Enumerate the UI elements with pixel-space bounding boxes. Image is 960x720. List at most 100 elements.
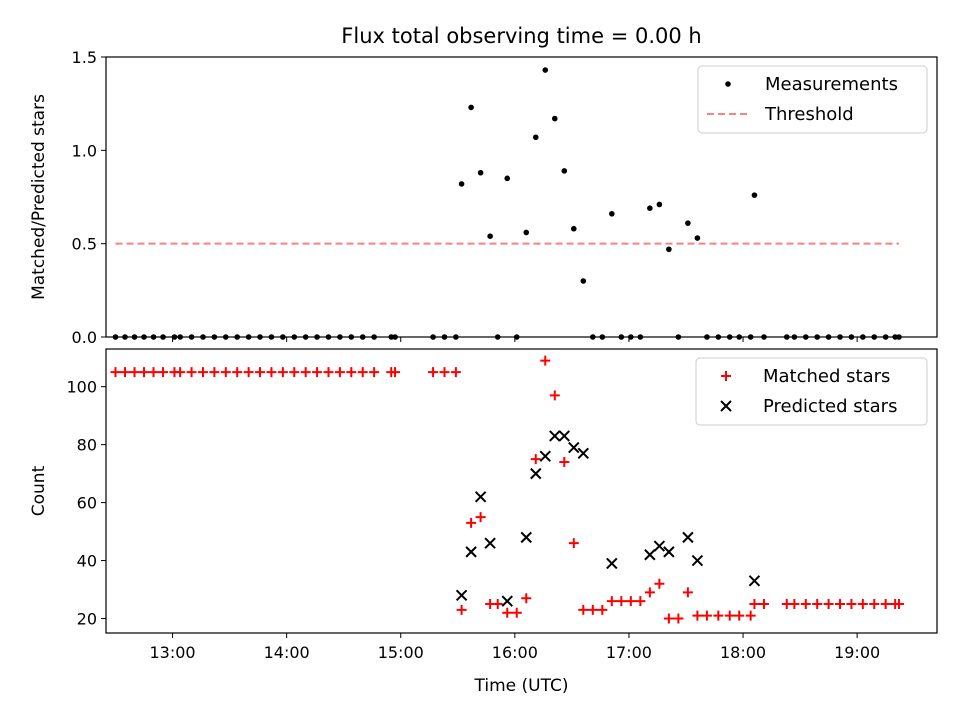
y-tick-label: 1.0: [72, 141, 97, 160]
x-tick-label: 19:00: [834, 643, 880, 662]
measurement-point: [280, 334, 286, 340]
measurement-point: [704, 334, 710, 340]
measurement-point: [581, 278, 587, 284]
measurement-point: [514, 334, 520, 340]
measurement-point: [657, 202, 663, 208]
measurement-point: [459, 181, 465, 187]
measurement-point: [792, 334, 798, 340]
measurement-point: [495, 334, 501, 340]
measurement-point: [685, 220, 691, 226]
y-axis-label: Matched/Predicted stars: [29, 94, 49, 300]
measurement-point: [141, 334, 147, 340]
legend-label: Matched stars: [763, 366, 890, 387]
measurement-point: [223, 334, 229, 340]
chart-title: Flux total observing time = 0.00 h: [341, 24, 701, 48]
measurement-point: [571, 226, 577, 232]
top-panel-ratio: 0.00.51.01.5Matched/Predicted starsMeasu…: [29, 48, 937, 347]
y-axis-label: Count: [29, 465, 49, 516]
x-axis-label: Time (UTC): [474, 676, 569, 696]
measurement-point: [132, 334, 138, 340]
measurement-point: [826, 334, 832, 340]
legend: Measurements Threshold: [698, 66, 927, 133]
measurement-point: [371, 334, 377, 340]
measurement-point: [837, 334, 843, 340]
measurement-point: [761, 334, 767, 340]
x-tick-label: 15:00: [378, 643, 424, 662]
legend-label: Threshold: [764, 104, 854, 125]
measurement-point: [269, 334, 275, 340]
measurement-point: [860, 334, 866, 340]
measurement-point: [542, 67, 548, 73]
measurement-point: [814, 334, 820, 340]
measurement-point: [113, 334, 119, 340]
measurement-point: [326, 334, 332, 340]
measurement-point: [189, 334, 195, 340]
measurement-point: [695, 235, 701, 241]
legend: Matched stars Predicted stars: [696, 358, 927, 425]
measurement-point: [504, 176, 510, 182]
measurement-point: [453, 334, 459, 340]
measurement-point: [803, 334, 809, 340]
measurement-point: [523, 230, 529, 236]
measurement-point: [257, 334, 263, 340]
x-tick-label: 17:00: [606, 643, 652, 662]
measurement-point: [122, 334, 128, 340]
measurement-point: [590, 334, 596, 340]
measurement-point: [478, 170, 484, 176]
measurement-point: [896, 334, 902, 340]
measurement-point: [246, 334, 252, 340]
measurement-point: [442, 334, 448, 340]
measurement-point: [234, 334, 240, 340]
legend-label: Predicted stars: [763, 396, 897, 417]
measurement-point: [609, 211, 615, 217]
y-tick-label: 100: [66, 378, 97, 397]
y-tick-label: 60: [77, 494, 97, 513]
measurement-point: [487, 233, 493, 239]
y-tick-label: 0.0: [72, 328, 97, 347]
measurement-point: [849, 334, 855, 340]
measurement-point: [533, 134, 539, 140]
y-tick-label: 40: [77, 552, 97, 571]
measurement-point: [736, 334, 742, 340]
x-tick-label: 18:00: [720, 643, 766, 662]
measurement-point: [638, 334, 644, 340]
x-tick-label: 16:00: [492, 643, 538, 662]
measurement-point: [871, 334, 877, 340]
measurement-point: [727, 334, 733, 340]
measurement-point: [291, 334, 297, 340]
measurement-point: [314, 334, 320, 340]
measurement-point: [200, 334, 206, 340]
measurement-point: [468, 105, 474, 111]
measurement-point: [160, 334, 166, 340]
measurement-point: [784, 334, 790, 340]
measurement-point: [392, 334, 398, 340]
y-tick-label: 0.5: [72, 235, 97, 254]
measurement-point: [752, 192, 758, 198]
measurement-point: [151, 334, 157, 340]
measurement-point: [619, 334, 625, 340]
measurement-point: [561, 168, 567, 174]
measurement-point: [430, 334, 436, 340]
figure: Flux total observing time = 0.00 h 0.0 0.…: [0, 0, 960, 720]
measurement-point: [628, 334, 634, 340]
measurement-point: [647, 205, 653, 211]
measurement-point: [883, 334, 889, 340]
measurement-point: [666, 246, 672, 252]
x-tick-label: 13:00: [150, 643, 196, 662]
measurement-point: [748, 334, 754, 340]
measurement-point: [172, 334, 178, 340]
measurement-point: [552, 116, 558, 122]
measurement-point: [360, 334, 366, 340]
legend-label: Measurements: [765, 74, 898, 95]
measurement-point: [676, 334, 682, 340]
y-tick-label: 80: [77, 436, 97, 455]
measurement-point: [349, 334, 355, 340]
measurement-point: [600, 334, 606, 340]
y-tick-label: 20: [77, 610, 97, 629]
measurement-point: [337, 334, 343, 340]
measurement-point: [212, 334, 218, 340]
x-tick-label: 14:00: [264, 643, 310, 662]
measurement-point: [716, 334, 722, 340]
legend-measurement-swatch: [725, 81, 731, 87]
measurement-point: [177, 334, 183, 340]
